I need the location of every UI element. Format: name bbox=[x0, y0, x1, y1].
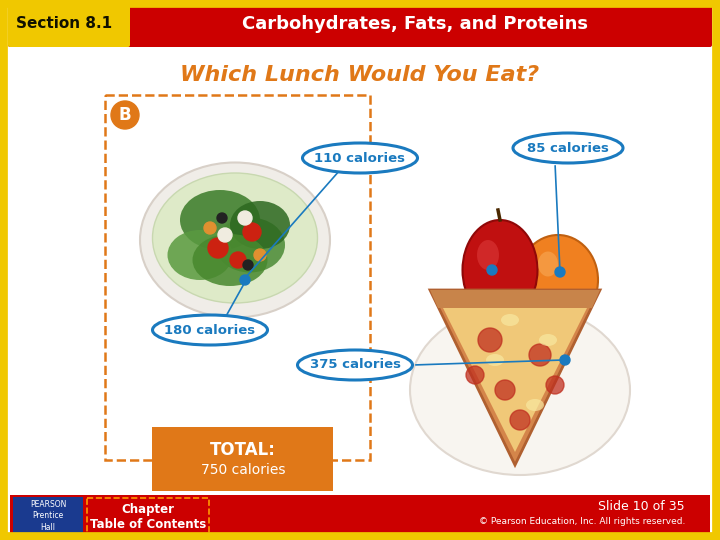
Circle shape bbox=[218, 228, 232, 242]
Circle shape bbox=[230, 252, 246, 268]
Ellipse shape bbox=[230, 201, 290, 249]
FancyBboxPatch shape bbox=[8, 1, 712, 47]
FancyBboxPatch shape bbox=[87, 498, 209, 534]
Ellipse shape bbox=[192, 234, 268, 286]
Ellipse shape bbox=[539, 334, 557, 346]
Polygon shape bbox=[430, 290, 600, 308]
Ellipse shape bbox=[518, 235, 598, 325]
Ellipse shape bbox=[486, 354, 504, 366]
Text: 180 calories: 180 calories bbox=[164, 323, 256, 336]
Text: TOTAL:: TOTAL: bbox=[210, 441, 276, 459]
Circle shape bbox=[466, 366, 484, 384]
Circle shape bbox=[240, 275, 250, 285]
Circle shape bbox=[217, 213, 227, 223]
Circle shape bbox=[238, 211, 252, 225]
Circle shape bbox=[487, 265, 497, 275]
FancyBboxPatch shape bbox=[10, 45, 710, 495]
Ellipse shape bbox=[526, 399, 544, 411]
Circle shape bbox=[510, 410, 530, 430]
Circle shape bbox=[243, 260, 253, 270]
Text: Chapter: Chapter bbox=[122, 503, 174, 516]
Text: 375 calories: 375 calories bbox=[310, 359, 400, 372]
Ellipse shape bbox=[462, 220, 538, 320]
Ellipse shape bbox=[180, 190, 260, 250]
Ellipse shape bbox=[501, 314, 519, 326]
Ellipse shape bbox=[153, 173, 318, 303]
Circle shape bbox=[254, 249, 266, 261]
Circle shape bbox=[495, 380, 515, 400]
Circle shape bbox=[560, 355, 570, 365]
Circle shape bbox=[208, 238, 228, 258]
Text: B: B bbox=[119, 106, 131, 124]
Circle shape bbox=[478, 328, 502, 352]
Circle shape bbox=[111, 101, 139, 129]
Text: Which Lunch Would You Eat?: Which Lunch Would You Eat? bbox=[181, 65, 539, 85]
Text: Table of Contents: Table of Contents bbox=[90, 517, 206, 530]
Ellipse shape bbox=[168, 230, 233, 280]
Text: 110 calories: 110 calories bbox=[315, 152, 405, 165]
Ellipse shape bbox=[410, 305, 630, 475]
FancyBboxPatch shape bbox=[13, 497, 83, 535]
Ellipse shape bbox=[215, 218, 285, 273]
Polygon shape bbox=[430, 290, 600, 465]
Text: PEARSON
Prentice
Hall: PEARSON Prentice Hall bbox=[30, 500, 66, 532]
Polygon shape bbox=[438, 298, 592, 452]
Text: © Pearson Education, Inc. All rights reserved.: © Pearson Education, Inc. All rights res… bbox=[479, 517, 685, 526]
Ellipse shape bbox=[513, 133, 623, 163]
Text: Slide 10 of 35: Slide 10 of 35 bbox=[598, 501, 685, 514]
Text: 85 calories: 85 calories bbox=[527, 141, 609, 154]
Text: Section 8.1: Section 8.1 bbox=[16, 17, 112, 31]
Ellipse shape bbox=[297, 350, 413, 380]
Circle shape bbox=[243, 223, 261, 241]
Ellipse shape bbox=[477, 240, 499, 270]
Circle shape bbox=[204, 222, 216, 234]
FancyBboxPatch shape bbox=[152, 427, 333, 491]
Circle shape bbox=[555, 267, 565, 277]
FancyBboxPatch shape bbox=[10, 495, 710, 537]
Ellipse shape bbox=[302, 143, 418, 173]
Ellipse shape bbox=[538, 252, 558, 276]
Circle shape bbox=[546, 376, 564, 394]
Ellipse shape bbox=[153, 315, 268, 345]
Circle shape bbox=[529, 344, 551, 366]
FancyBboxPatch shape bbox=[8, 1, 130, 47]
Text: 750 calories: 750 calories bbox=[201, 463, 285, 477]
Ellipse shape bbox=[140, 163, 330, 318]
Text: Carbohydrates, Fats, and Proteins: Carbohydrates, Fats, and Proteins bbox=[242, 15, 588, 33]
